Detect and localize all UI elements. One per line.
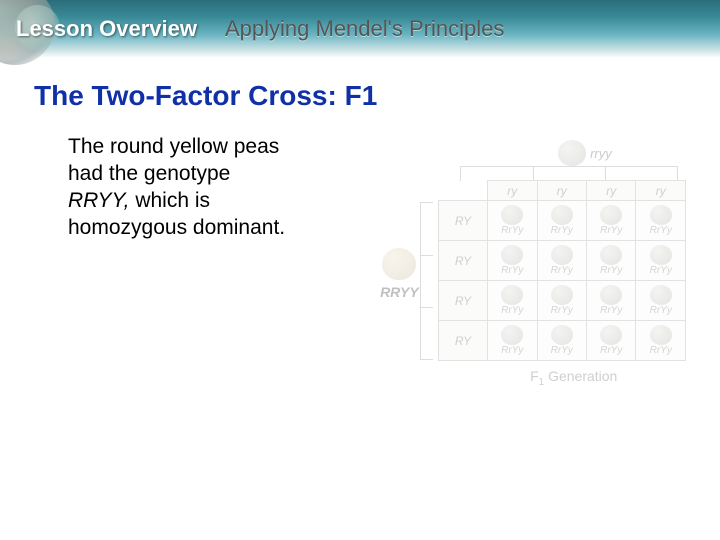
body-paragraph: The round yellow peas had the genotype R… xyxy=(68,134,364,400)
caption-f: F xyxy=(530,368,539,384)
offspring-genotype: RrYy xyxy=(538,306,586,316)
cell-3-0: RrYy xyxy=(488,321,537,361)
offspring-pea-icon xyxy=(501,285,523,305)
offspring-pea-icon xyxy=(650,325,672,345)
lesson-topic-label: Applying Mendel's Principles xyxy=(225,16,504,42)
grid-corner xyxy=(439,181,488,201)
body-line-2: had the genotype xyxy=(68,162,230,185)
offspring-genotype: RrYy xyxy=(636,226,685,236)
offspring-genotype: RrYy xyxy=(488,306,536,316)
top-parent-genotype: rryy xyxy=(590,146,612,161)
lesson-overview-label: Lesson Overview xyxy=(16,16,197,42)
cell-1-2: RrYy xyxy=(587,241,636,281)
col-gamete-1: ry xyxy=(537,181,586,201)
offspring-pea-icon xyxy=(501,245,523,265)
row-gamete-3: RY xyxy=(439,321,488,361)
left-bracket-line xyxy=(420,202,432,360)
diagram-caption: F1 Generation xyxy=(530,368,617,388)
cell-0-2: RrYy xyxy=(587,201,636,241)
punnett-diagram: rryy RRYY ry ry ry ry RY RrYy RrYy RrYy xyxy=(380,140,686,400)
cell-3-2: RrYy xyxy=(587,321,636,361)
offspring-genotype: RrYy xyxy=(587,346,635,356)
offspring-pea-icon xyxy=(501,205,523,225)
top-bracket-line xyxy=(460,166,678,180)
offspring-genotype: RrYy xyxy=(636,306,685,316)
cell-2-0: RrYy xyxy=(488,281,537,321)
offspring-genotype: RrYy xyxy=(636,266,685,276)
cell-2-3: RrYy xyxy=(636,281,686,321)
slide-header: Lesson Overview Applying Mendel's Princi… xyxy=(0,0,720,58)
body-row: The round yellow peas had the genotype R… xyxy=(34,134,686,400)
offspring-pea-icon xyxy=(650,285,672,305)
row-gamete-0: RY xyxy=(439,201,488,241)
cell-1-3: RrYy xyxy=(636,241,686,281)
offspring-pea-icon xyxy=(551,245,573,265)
offspring-pea-icon xyxy=(501,325,523,345)
offspring-pea-icon xyxy=(600,285,622,305)
col-gamete-3: ry xyxy=(636,181,686,201)
offspring-pea-icon xyxy=(551,325,573,345)
cell-0-1: RrYy xyxy=(537,201,586,241)
offspring-genotype: RrYy xyxy=(538,346,586,356)
offspring-pea-icon xyxy=(600,245,622,265)
left-parent-pea-icon xyxy=(382,248,416,280)
section-title: The Two-Factor Cross: F1 xyxy=(34,80,686,112)
offspring-genotype: RrYy xyxy=(488,346,536,356)
caption-rest: Generation xyxy=(544,368,617,384)
offspring-genotype: RrYy xyxy=(488,226,536,236)
cell-3-1: RrYy xyxy=(537,321,586,361)
body-line-1: The round yellow peas xyxy=(68,135,279,158)
offspring-pea-icon xyxy=(600,325,622,345)
cell-2-2: RrYy xyxy=(587,281,636,321)
cell-2-1: RrYy xyxy=(537,281,586,321)
left-parent-genotype: RRYY xyxy=(380,284,419,300)
offspring-genotype: RrYy xyxy=(488,266,536,276)
row-gamete-1: RY xyxy=(439,241,488,281)
body-genotype-emphasis: RRYY, xyxy=(68,189,129,212)
cell-1-1: RrYy xyxy=(537,241,586,281)
body-line-3-rest: which is xyxy=(129,189,210,212)
row-gamete-2: RY xyxy=(439,281,488,321)
slide-content: The Two-Factor Cross: F1 The round yello… xyxy=(0,58,720,400)
col-gamete-0: ry xyxy=(488,181,537,201)
offspring-genotype: RrYy xyxy=(538,226,586,236)
body-line-4: homozygous dominant. xyxy=(68,216,285,239)
offspring-genotype: RrYy xyxy=(587,226,635,236)
cell-1-0: RrYy xyxy=(488,241,537,281)
offspring-genotype: RrYy xyxy=(538,266,586,276)
cell-0-0: RrYy xyxy=(488,201,537,241)
offspring-genotype: RrYy xyxy=(636,346,685,356)
col-gamete-2: ry xyxy=(587,181,636,201)
top-parent-pea-icon xyxy=(558,140,586,166)
offspring-pea-icon xyxy=(600,205,622,225)
offspring-genotype: RrYy xyxy=(587,266,635,276)
offspring-pea-icon xyxy=(650,205,672,225)
cell-0-3: RrYy xyxy=(636,201,686,241)
cell-3-3: RrYy xyxy=(636,321,686,361)
offspring-pea-icon xyxy=(650,245,672,265)
punnett-square-grid: ry ry ry ry RY RrYy RrYy RrYy RrYy RY Rr… xyxy=(438,180,686,361)
offspring-pea-icon xyxy=(551,285,573,305)
offspring-genotype: RrYy xyxy=(587,306,635,316)
offspring-pea-icon xyxy=(551,205,573,225)
